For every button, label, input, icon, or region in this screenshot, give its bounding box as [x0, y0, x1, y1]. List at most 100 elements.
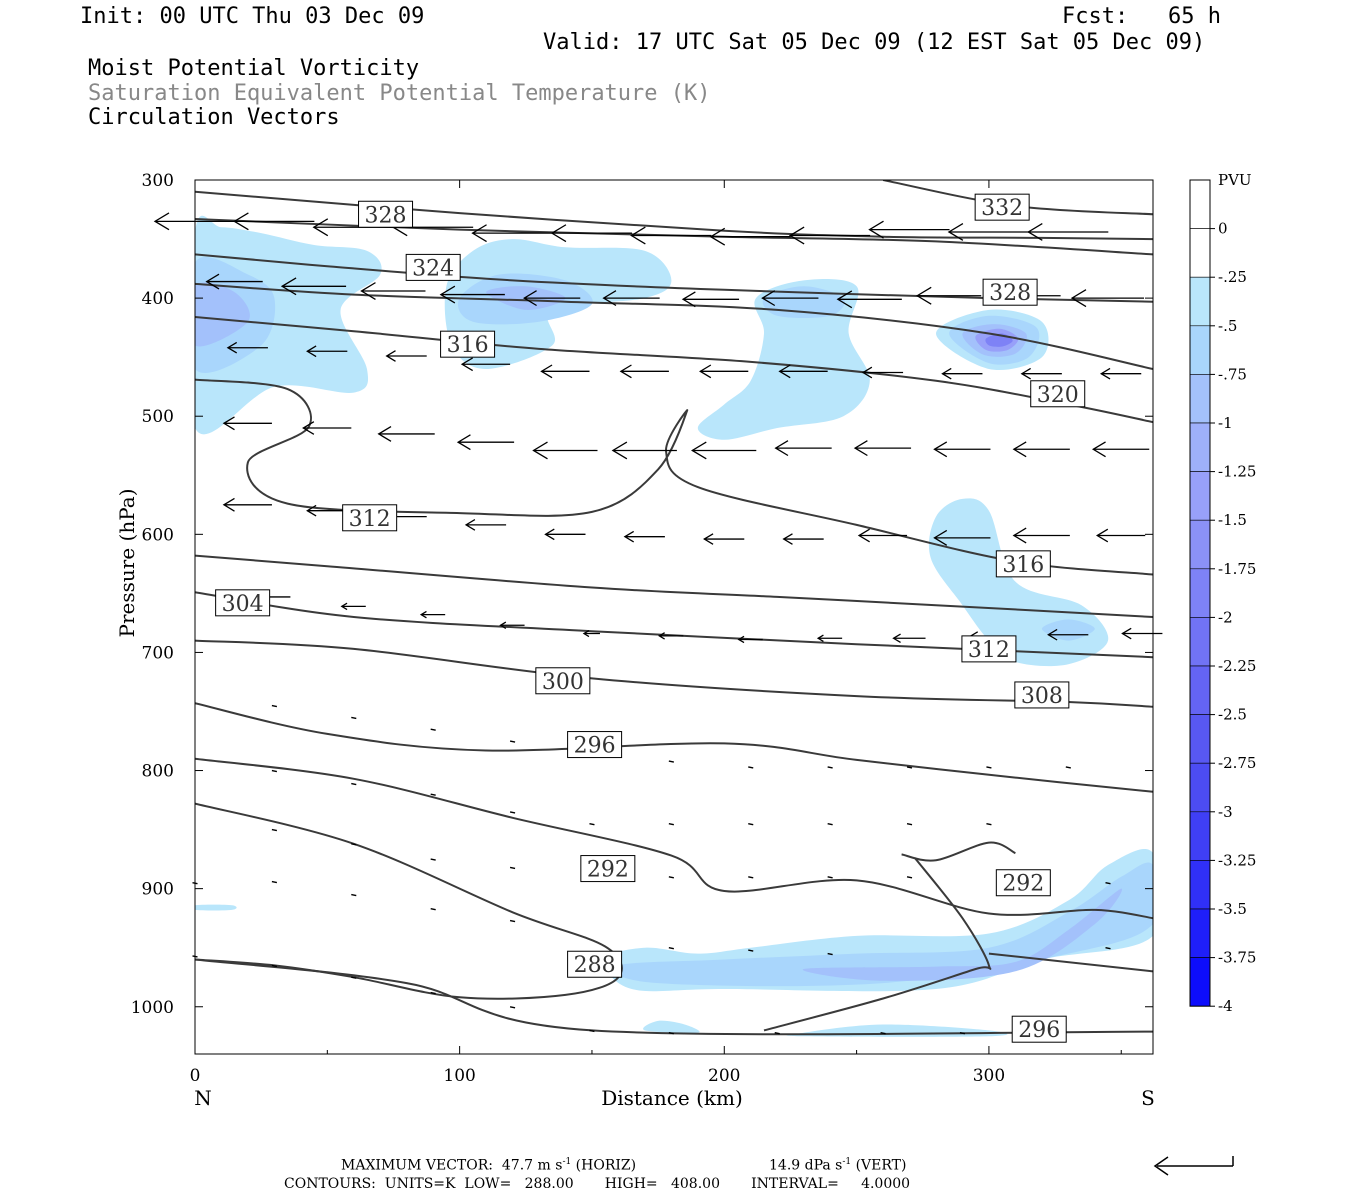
vector-arrow	[699, 364, 749, 379]
vector-arrow	[550, 224, 632, 243]
small-vector	[430, 728, 436, 731]
vector-arrow	[619, 364, 669, 379]
max-vector-label: MAXIMUM VECTOR:	[341, 1157, 493, 1174]
contour-label: 328	[982, 278, 1038, 306]
colorbar-tick-label: -.25	[1218, 268, 1247, 286]
vector-arrow	[623, 530, 665, 543]
vector-arrow	[933, 529, 991, 546]
small-vector	[668, 760, 674, 763]
vector-arrow	[892, 633, 926, 644]
svg-text:332: 332	[981, 196, 1023, 221]
small-vector	[906, 766, 913, 769]
colorbar-tick-label: -3.5	[1218, 900, 1247, 918]
small-vector	[1065, 766, 1071, 769]
vector-arrow	[377, 425, 435, 442]
small-vector	[986, 766, 992, 769]
svg-text:328: 328	[365, 203, 407, 228]
theta-contour-296	[763, 857, 992, 1032]
pv-region	[195, 904, 237, 911]
colorbar-tick-label: -1	[1218, 414, 1233, 432]
max-vector-vert-value: 14.9 dPa s	[769, 1157, 843, 1174]
x-tick-label: 200	[708, 1066, 740, 1086]
vector-arrow	[933, 441, 991, 458]
colorbar-tick-label: -3	[1218, 803, 1233, 821]
contour-label: 328	[358, 200, 414, 228]
small-vector	[668, 947, 674, 950]
vector-arrow	[222, 497, 272, 512]
pv-region	[195, 282, 250, 347]
colorbar-segment	[1189, 179, 1211, 229]
small-vector	[351, 976, 357, 979]
vector-arrow	[857, 528, 908, 543]
svg-text:312: 312	[968, 638, 1010, 663]
colorbar-segment	[1189, 422, 1211, 472]
theta-contour-312	[195, 378, 1153, 576]
y-tick-label: 400	[142, 289, 174, 309]
colorbar-tick-label: -2.75	[1218, 754, 1256, 772]
vector-arrow	[1095, 528, 1146, 543]
colorbar-segment	[1189, 762, 1211, 813]
vector-arrow	[778, 364, 828, 379]
contour-label: 316	[995, 550, 1051, 578]
small-vector	[271, 704, 278, 708]
vector-arrow	[360, 282, 426, 300]
y-tick-label: 900	[142, 880, 174, 900]
vector-arrow	[385, 350, 427, 362]
colorbar-segment	[1189, 860, 1211, 910]
small-vector	[827, 952, 833, 956]
vector-arrow	[691, 441, 757, 460]
y-tick-label: 600	[142, 525, 174, 545]
svg-text:292: 292	[1002, 872, 1044, 897]
south-label: S	[1141, 1086, 1155, 1110]
colorbar-segment	[1189, 908, 1211, 958]
vector-arrow	[460, 357, 511, 372]
colorbar-frame	[1189, 179, 1211, 1007]
small-vector	[827, 823, 833, 826]
small-vector	[271, 964, 278, 968]
contour-label: 316	[440, 330, 496, 358]
small-vector	[271, 769, 278, 773]
small-vector	[271, 828, 278, 832]
colorbar-tick-label: 0	[1218, 220, 1228, 238]
vector-arrow	[681, 291, 740, 308]
colorbar-tick-label: -3.25	[1218, 851, 1256, 869]
small-vector	[774, 1032, 780, 1035]
y-tick-label: 1000	[131, 998, 174, 1018]
small-vector	[880, 1032, 886, 1035]
vector-arrow	[947, 223, 1029, 241]
small-vector	[668, 823, 674, 826]
small-vector	[986, 823, 992, 826]
max-vector-horiz-unit: (HORIZ)	[575, 1157, 637, 1174]
vector-arrow	[1012, 527, 1070, 544]
vector-arrow	[1070, 289, 1145, 308]
colorbar-tick-label: -.75	[1218, 365, 1247, 383]
init-time: Init: 00 UTC Thu 03 Dec 09	[80, 4, 425, 29]
contour-label: 300	[535, 667, 591, 695]
colorbar-tick-label: -2	[1218, 608, 1233, 626]
vector-arrow	[658, 632, 684, 640]
colorbar-segment	[1189, 617, 1211, 667]
small-vector	[509, 740, 516, 743]
vector-arrow	[611, 441, 677, 460]
y-axis-label: Pressure (hPa)	[115, 489, 139, 638]
colorbar-tick-label: -.5	[1218, 317, 1237, 335]
vector-arrow	[544, 528, 586, 541]
svg-text:296: 296	[574, 734, 616, 759]
vector-arrow	[464, 519, 507, 531]
theta-contour-288	[195, 802, 623, 1000]
pv-region	[643, 1020, 700, 1034]
vector-arrow	[306, 345, 348, 358]
colorbar-tick-label: -1.5	[1218, 511, 1247, 529]
vector-arrow	[532, 441, 598, 460]
contour-label: 304	[215, 589, 271, 617]
small-vector	[748, 766, 754, 769]
theta-contour-308	[195, 554, 1153, 618]
y-tick-label: 700	[142, 643, 174, 663]
svg-text:292: 292	[587, 858, 629, 883]
y-tick-label: 500	[142, 407, 174, 427]
circulation-vectors	[153, 212, 1163, 1035]
vector-arrow	[226, 341, 268, 354]
vector-arrow	[582, 629, 600, 638]
theta-contour-292	[195, 757, 1153, 920]
